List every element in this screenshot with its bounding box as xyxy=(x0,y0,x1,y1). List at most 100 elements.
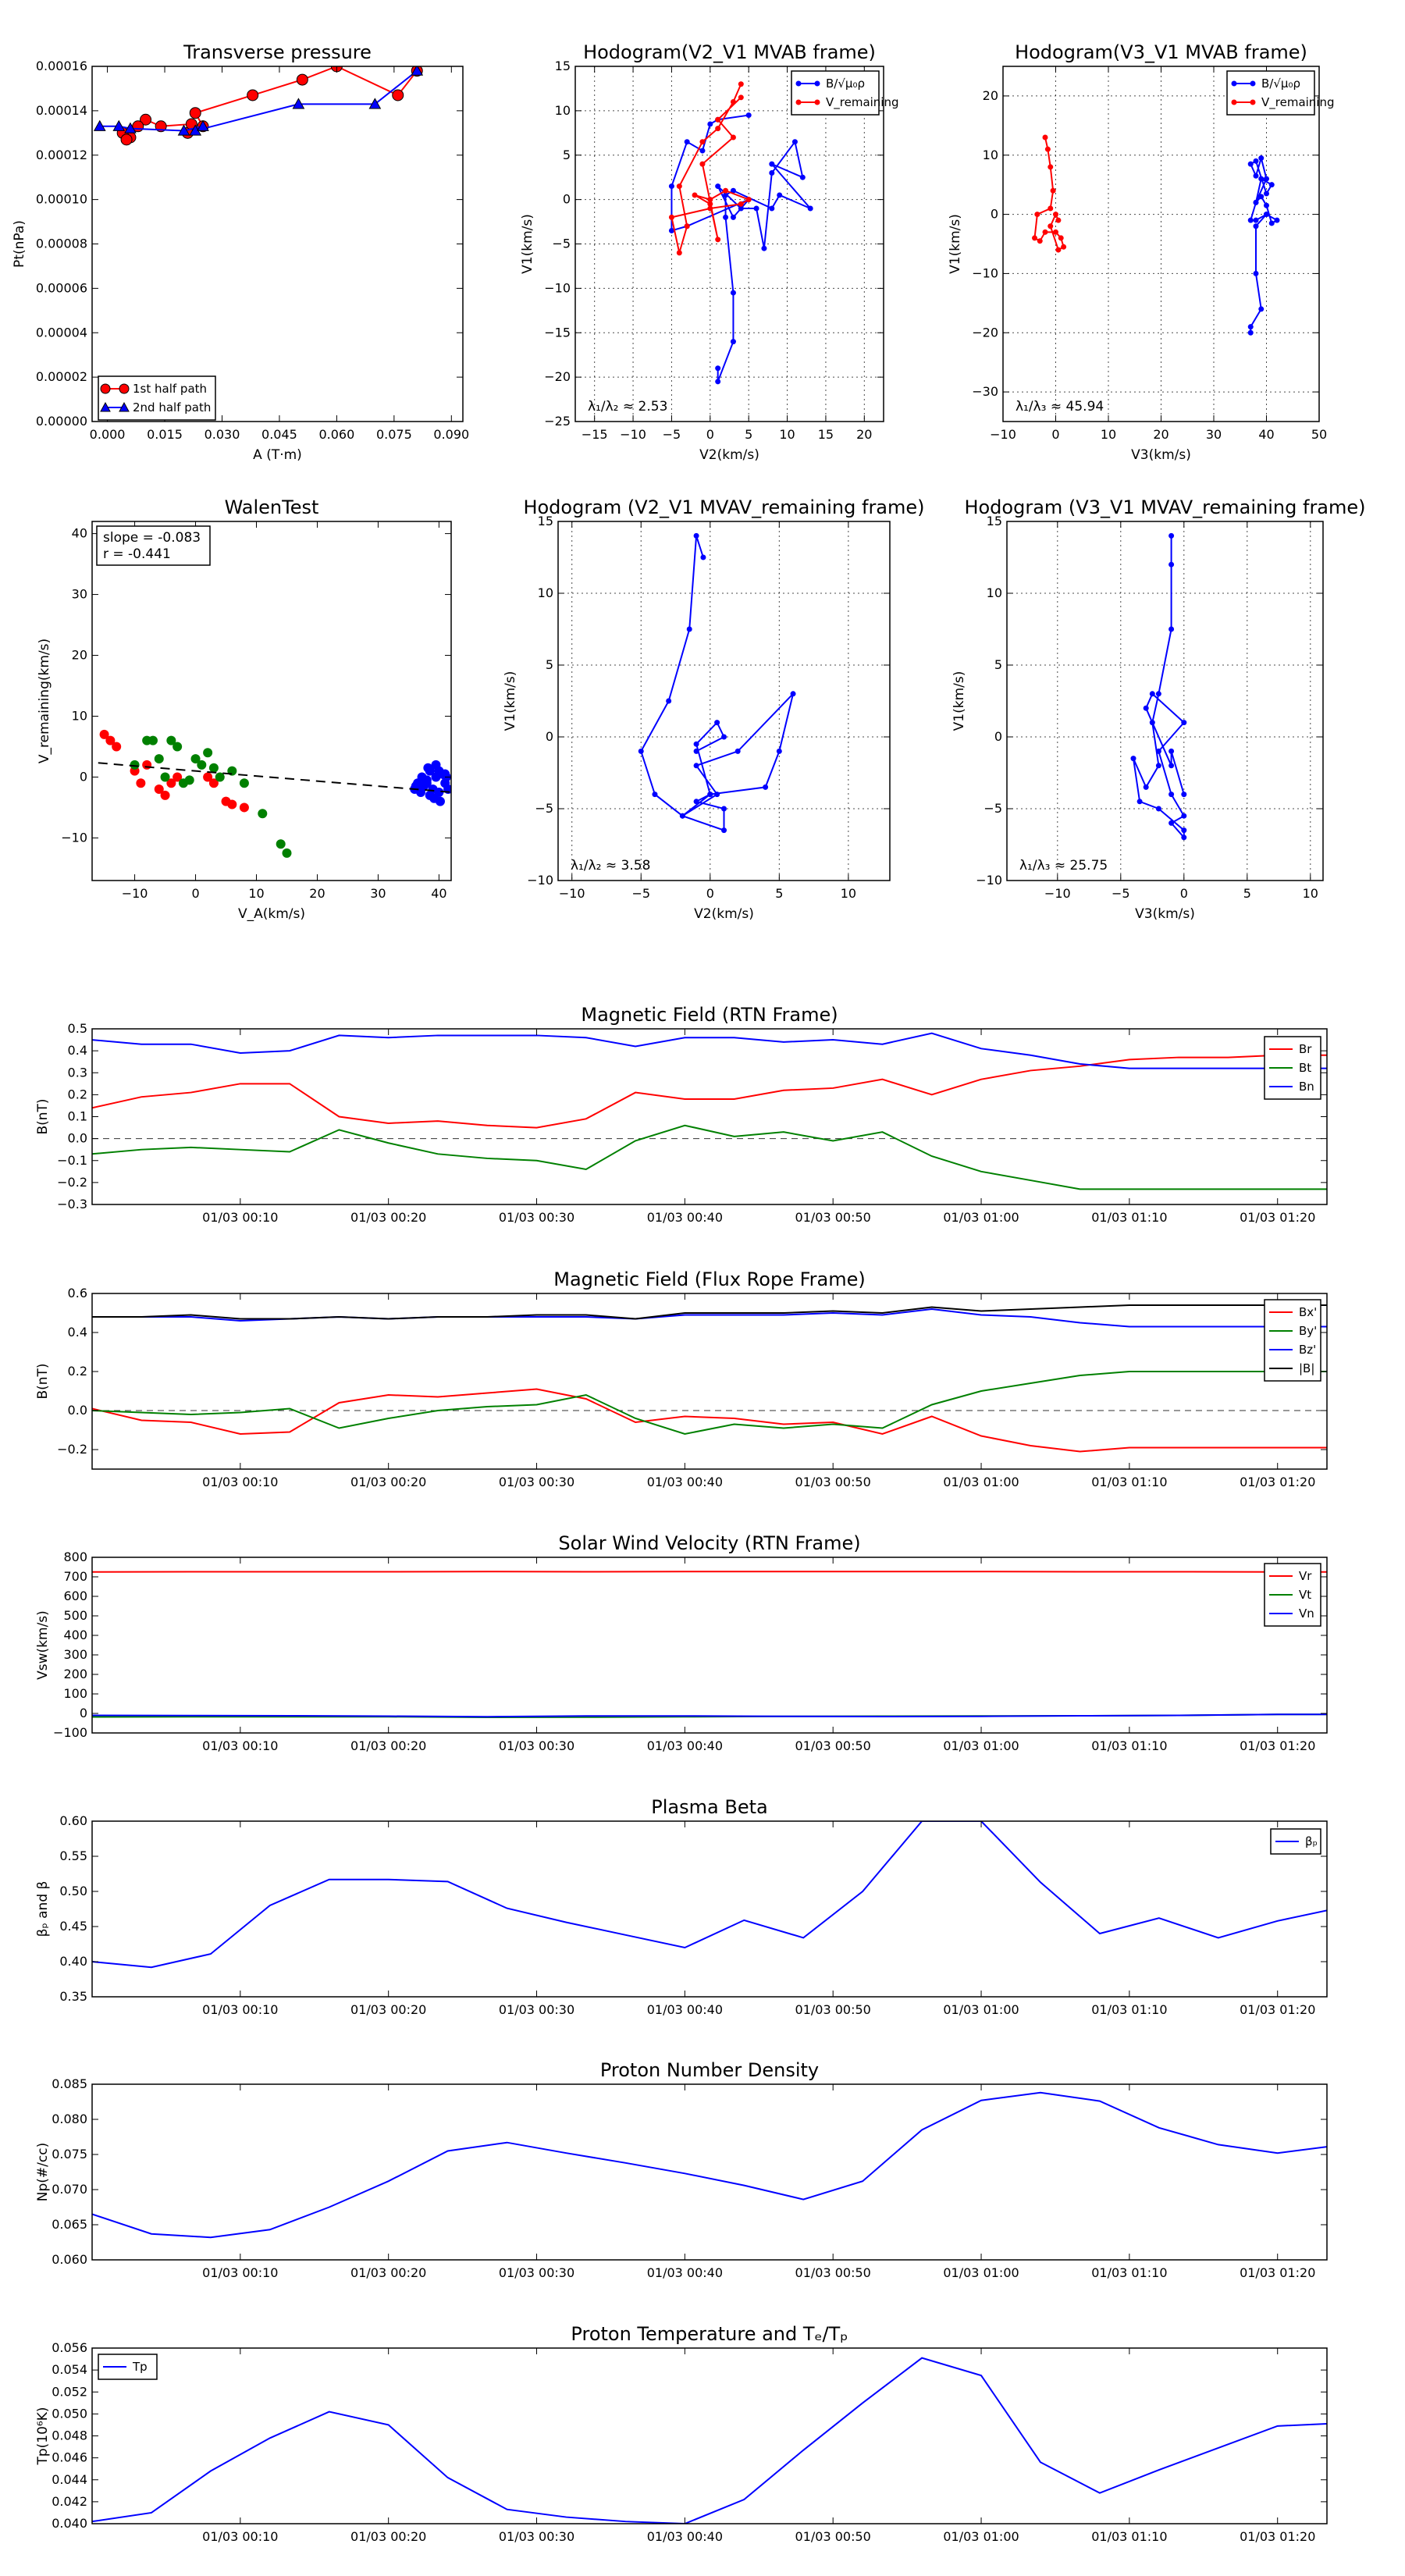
series-line-0 xyxy=(92,2091,1327,2239)
data-point xyxy=(1061,244,1067,250)
data-point xyxy=(707,197,713,203)
legend-label: Vt xyxy=(1299,1588,1311,1602)
data-point xyxy=(730,99,736,105)
data-point xyxy=(124,122,137,133)
chart-title: WalenTest xyxy=(225,496,319,518)
x-tick-label: 40 xyxy=(431,886,446,901)
data-point xyxy=(1055,217,1062,223)
legend-label: Tp xyxy=(132,2360,148,2374)
x-tick-label: 10 xyxy=(779,427,795,442)
x-tick-label: 01/03 00:50 xyxy=(795,1475,871,1489)
legend-marker xyxy=(814,80,820,87)
data-point xyxy=(140,113,152,126)
data-point xyxy=(197,119,209,131)
y-tick-label: −15 xyxy=(544,325,571,340)
data-point xyxy=(203,748,213,758)
data-point xyxy=(730,339,736,345)
data-point xyxy=(392,89,404,101)
data-point xyxy=(684,139,690,145)
series-line-1 xyxy=(1033,137,1065,251)
data-point xyxy=(120,133,133,146)
data-point xyxy=(197,760,207,770)
x-tick-label: 01/03 01:00 xyxy=(943,2002,1019,2017)
data-point xyxy=(177,124,190,136)
x-tick-label: 10 xyxy=(1101,427,1116,442)
data-point xyxy=(738,201,744,207)
legend-marker xyxy=(1231,80,1237,87)
y-tick-label: 0.070 xyxy=(52,2182,87,2197)
data-point xyxy=(1042,229,1048,235)
chart-panel-8: 01/03 00:10 01/03 00:20 01/03 00:30 01/03 0… xyxy=(35,1532,1328,1753)
annotation-box xyxy=(96,525,211,566)
chart-title: Magnetic Field (Flux Rope Frame) xyxy=(553,1268,865,1290)
series-group xyxy=(638,532,796,834)
y-tick-label: 0.048 xyxy=(52,2428,87,2443)
x-tick-label: −15 xyxy=(582,427,608,442)
x-tick-label: 01/03 01:10 xyxy=(1091,2265,1167,2280)
x-tick-label: 5 xyxy=(775,886,783,901)
data-point xyxy=(700,554,706,560)
y-tick-label: 5 xyxy=(563,148,571,162)
data-point xyxy=(693,799,699,805)
legend-marker xyxy=(814,99,820,105)
y-tick-label: 0.00000 xyxy=(36,414,87,429)
x-tick-label: 40 xyxy=(1258,427,1274,442)
y-tick-label: −5 xyxy=(984,801,1002,816)
series-line-2 xyxy=(92,1713,1327,1718)
data-point xyxy=(668,227,674,233)
data-point xyxy=(769,170,775,176)
chart-panel-11: 01/03 00:10 01/03 00:20 01/03 00:30 01/03 0… xyxy=(35,2323,1328,2544)
y-tick-label: 0.50 xyxy=(59,1884,87,1898)
data-point xyxy=(723,214,729,220)
legend-label: βₚ xyxy=(1305,1834,1318,1848)
data-point xyxy=(1247,324,1254,330)
data-point xyxy=(239,778,249,788)
series-group xyxy=(92,1571,1327,1719)
x-tick-label: 01/03 00:30 xyxy=(499,1738,574,1753)
data-point xyxy=(745,112,752,119)
data-point xyxy=(105,735,116,745)
data-point xyxy=(799,174,806,180)
y-tick-label: −10 xyxy=(972,265,998,280)
data-point xyxy=(693,741,699,747)
legend-marker xyxy=(119,383,130,394)
y-tick-label: −10 xyxy=(61,830,87,845)
data-point xyxy=(282,848,292,858)
chart-title: Hodogram (V2_V1 MVAV_remaining frame) xyxy=(523,496,924,518)
series-group xyxy=(92,2091,1327,2239)
legend-box xyxy=(1264,1299,1321,1382)
y-tick-label: 5 xyxy=(994,657,1002,672)
data-point xyxy=(753,205,759,212)
y-axis-label: Np(#/cc) xyxy=(35,2143,51,2201)
data-point xyxy=(1053,212,1058,218)
data-point xyxy=(1168,792,1175,798)
x-tick-label: −5 xyxy=(631,886,650,901)
data-point xyxy=(730,134,736,141)
x-tick-label: −10 xyxy=(559,886,585,901)
series-group xyxy=(1032,134,1280,336)
series-line-2 xyxy=(92,1308,1327,1328)
data-point xyxy=(1268,182,1275,188)
annotation-text: λ₁/λ₂ ≈ 2.53 xyxy=(588,399,667,415)
y-tick-label: 0.042 xyxy=(52,2494,87,2509)
y-tick-label: −0.3 xyxy=(57,1197,87,1212)
axes-frame xyxy=(574,66,884,422)
annotation-text: slope = -0.083 xyxy=(103,530,201,546)
x-axis-label: V3(km/s) xyxy=(1135,906,1195,922)
legend-label: Bz' xyxy=(1299,1343,1316,1357)
annotation-text: r = -0.441 xyxy=(103,546,171,562)
series-line-0 xyxy=(1133,535,1186,840)
y-tick-label: 0.056 xyxy=(52,2340,87,2355)
series-line-1 xyxy=(92,1371,1327,1436)
annotation-text: λ₁/λ₃ ≈ 25.75 xyxy=(1019,858,1108,873)
data-point xyxy=(208,763,219,773)
x-tick-label: −10 xyxy=(1044,886,1071,901)
x-tick-label: −5 xyxy=(1112,886,1130,901)
data-point xyxy=(735,748,741,754)
y-tick-label: 0.2 xyxy=(68,1087,87,1101)
axes-frame xyxy=(91,2347,1328,2524)
y-tick-label: 0.054 xyxy=(52,2362,87,2377)
y-tick-label: 0.00008 xyxy=(36,237,87,251)
legend-label: 1st half path xyxy=(133,382,207,396)
y-tick-label: 0.050 xyxy=(52,2406,87,2421)
